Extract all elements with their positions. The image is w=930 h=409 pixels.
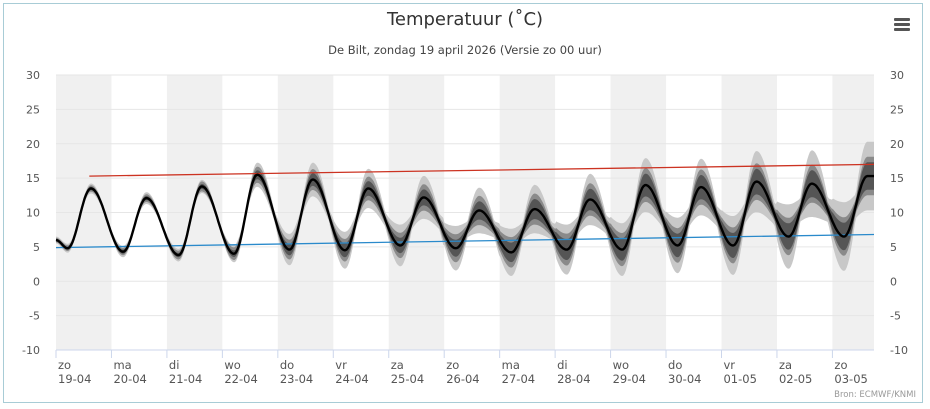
- x-tick-weekday: wo: [224, 358, 240, 372]
- y-tick-label-left: 10: [26, 207, 40, 220]
- x-tick-weekday: za: [391, 358, 404, 372]
- x-tick-date: 28-04: [557, 372, 590, 386]
- x-tick-weekday: ma: [113, 358, 131, 372]
- y-tick-label-right: -10: [890, 344, 908, 357]
- x-tick-weekday: wo: [613, 358, 629, 372]
- x-tick-weekday: zo: [58, 358, 71, 372]
- y-tick-label-left: -10: [22, 344, 40, 357]
- y-tick-label-right: -5: [890, 310, 901, 323]
- y-tick-label-left: 5: [33, 241, 40, 254]
- y-tick-label-right: 0: [890, 275, 897, 288]
- x-tick-weekday: zo: [834, 358, 847, 372]
- x-tick-weekday: zo: [446, 358, 459, 372]
- y-tick-label-left: -5: [29, 310, 40, 323]
- y-tick-label-right: 30: [890, 69, 904, 82]
- y-tick-label-right: 20: [890, 138, 904, 151]
- x-tick-date: 22-04: [224, 372, 257, 386]
- x-tick-weekday: vr: [335, 358, 347, 372]
- x-tick-date: 19-04: [58, 372, 91, 386]
- normal-max-line: [89, 163, 875, 177]
- x-tick-date: 01-05: [723, 372, 756, 386]
- median-temperature-line: [55, 173, 874, 257]
- x-tick-weekday: vr: [723, 358, 735, 372]
- x-tick-weekday: za: [779, 358, 792, 372]
- series-lines: [55, 163, 875, 257]
- x-tick-weekday: do: [668, 358, 682, 372]
- chart-title: Temperatuur (˚C): [386, 9, 544, 30]
- y-tick-label-left: 15: [26, 172, 40, 185]
- x-tick-date: 27-04: [502, 372, 535, 386]
- y-tick-label-left: 0: [33, 275, 40, 288]
- x-tick-date: 24-04: [335, 372, 368, 386]
- y-tick-label-left: 30: [26, 69, 40, 82]
- y-tick-label-right: 5: [890, 241, 897, 254]
- x-tick-date: 25-04: [391, 372, 424, 386]
- y-tick-label-right: 10: [890, 207, 904, 220]
- x-tick-date: 30-04: [668, 372, 701, 386]
- grid-lines: [55, 74, 874, 358]
- y-tick-label-left: 20: [26, 138, 40, 151]
- x-tick-weekday: do: [280, 358, 294, 372]
- y-tick-label-left: 25: [26, 103, 40, 116]
- menu-bar: [894, 28, 910, 31]
- x-tick-weekday: di: [169, 358, 180, 372]
- x-tick-date: 29-04: [613, 372, 646, 386]
- x-tick-date: 03-05: [834, 372, 867, 386]
- x-tick-weekday: ma: [502, 358, 520, 372]
- menu-bar: [894, 23, 910, 26]
- chart-credits: Bron: ECMWF/KNMI: [834, 390, 916, 400]
- chart-subtitle: De Bilt, zondag 19 april 2026 (Versie zo…: [328, 43, 602, 57]
- hamburger-menu-icon[interactable]: [892, 16, 914, 34]
- x-tick-date: 20-04: [113, 372, 146, 386]
- x-tick-date: 02-05: [779, 372, 812, 386]
- x-tick-date: 23-04: [280, 372, 313, 386]
- y-tick-label-right: 15: [890, 172, 904, 185]
- x-tick-date: 26-04: [446, 372, 479, 386]
- x-tick-weekday: di: [557, 358, 568, 372]
- y-tick-label-right: 25: [890, 103, 904, 116]
- menu-bar: [894, 18, 910, 21]
- x-tick-date: 21-04: [169, 372, 202, 386]
